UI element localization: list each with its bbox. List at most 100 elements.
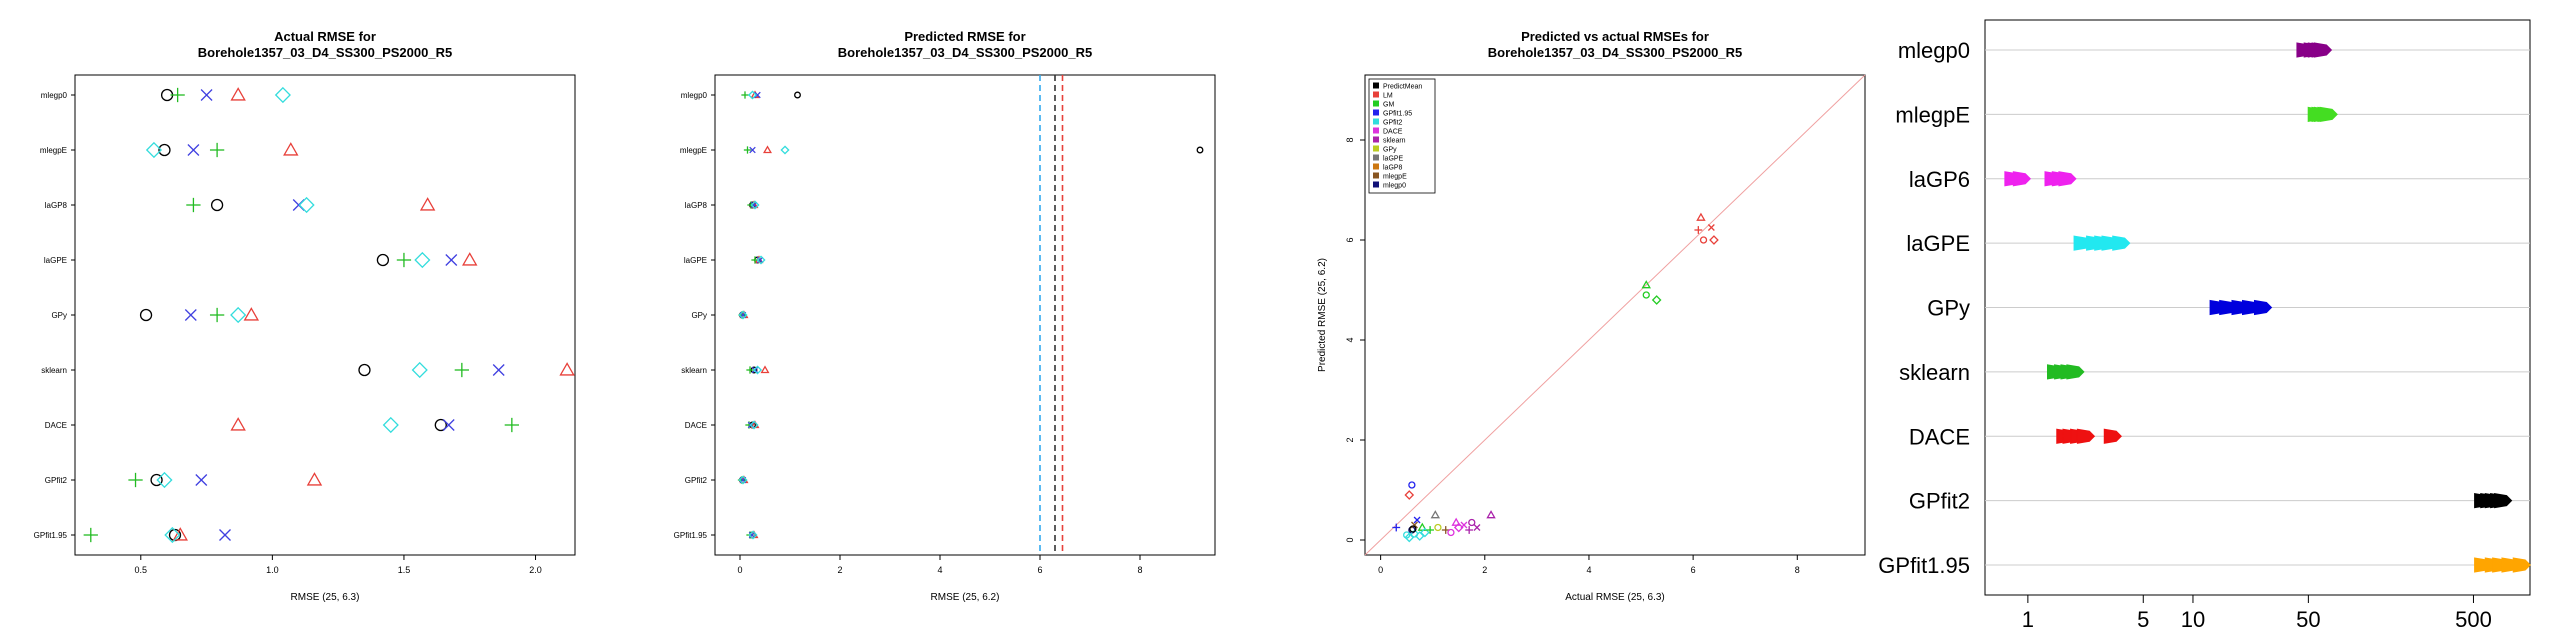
p2-xtick-label: 4 <box>937 565 942 575</box>
p1-point-shape <box>419 197 436 211</box>
p3-xtick-label: 4 <box>1586 565 1591 575</box>
p1-point-shape <box>243 307 260 321</box>
p2-point <box>794 91 801 99</box>
p1-point <box>504 417 519 433</box>
p2-point-shape <box>780 145 790 155</box>
p1-category-label: GPfit1.95 <box>34 531 68 540</box>
p2-title-line1: Predicted RMSE for <box>904 29 1025 44</box>
p1-point <box>209 307 225 323</box>
p3-point <box>1453 522 1464 533</box>
p1-category-label: sklearn <box>41 366 67 375</box>
p3-point <box>1434 523 1442 532</box>
p2-point <box>760 365 770 374</box>
p3-point-shape <box>1696 212 1706 221</box>
p2-point <box>747 90 758 100</box>
p3-legend-swatch <box>1373 91 1379 98</box>
p3-legend-swatch <box>1373 172 1379 179</box>
p3-point-shape <box>1414 531 1425 541</box>
p1-point <box>492 364 505 376</box>
p1-point <box>411 361 428 379</box>
p3-point-shape <box>1453 522 1464 533</box>
p3-xtick-label: 0 <box>1378 565 1383 575</box>
p4-point <box>2512 557 2531 573</box>
p1-point-shape <box>230 306 247 324</box>
p1-point <box>454 362 469 378</box>
p3-point-shape <box>1699 236 1708 244</box>
p2-point <box>751 366 759 374</box>
p3-ytick-label: 4 <box>1345 337 1355 342</box>
p3-point-shape <box>1420 527 1430 538</box>
p1-xlabel: RMSE (25, 6.3) <box>291 592 360 603</box>
p1-point <box>462 252 478 266</box>
p2-point-shape <box>747 90 758 100</box>
p3-point <box>1651 295 1662 305</box>
p1-point-shape <box>230 87 246 101</box>
p2-xlabel: RMSE (25, 6.2) <box>931 592 1000 603</box>
p4-xtick-label: 1 <box>2022 607 2034 632</box>
p2-point-b <box>749 146 756 154</box>
p1-point-shape <box>462 252 478 266</box>
p1-point-b <box>442 419 455 431</box>
p1-point-shape <box>376 253 390 267</box>
p1-point <box>83 527 98 543</box>
p1-point <box>200 89 213 101</box>
p3-legend-label: GPfit1.95 <box>1383 111 1412 118</box>
p1-point-shape <box>298 196 315 214</box>
p1-point-shape <box>158 143 171 157</box>
p3-legend-swatch <box>1373 100 1379 107</box>
p3-xtick-label: 8 <box>1795 565 1800 575</box>
p2-point <box>738 310 748 320</box>
p1-point-shape <box>150 473 163 487</box>
p1-point-shape <box>283 142 299 156</box>
p1-point <box>128 472 143 488</box>
p3-xtick-label: 2 <box>1482 565 1487 575</box>
p3-point-shape <box>1408 481 1416 489</box>
p1-point <box>243 307 260 321</box>
p2-point <box>749 146 756 154</box>
p1-point <box>283 142 299 156</box>
p3-point-b <box>1707 224 1715 231</box>
p4-category-label: GPfit1.95 <box>1878 553 1970 578</box>
p1-point-b <box>200 89 213 101</box>
p1-point-shape <box>145 141 163 159</box>
p1-xtick-label: 1.5 <box>398 565 411 575</box>
p1-point-b <box>184 309 197 321</box>
p1-point-shape <box>414 251 431 269</box>
p3-ytick-label: 0 <box>1345 537 1355 542</box>
p3-legend-label: mlegpE <box>1383 174 1407 181</box>
p1-point <box>170 87 185 103</box>
p3-point <box>1411 521 1418 529</box>
p1-point-shape <box>172 527 188 541</box>
p2-point <box>780 145 790 155</box>
p4-xtick-label: 10 <box>2181 607 2205 632</box>
p1-category-label: GPy <box>51 311 67 320</box>
p3-legend-swatch <box>1373 163 1379 170</box>
p1-point-shape <box>306 472 323 486</box>
p4-category-label: GPfit2 <box>1909 489 1970 514</box>
p2-point-shape <box>1196 146 1204 154</box>
p2-point-shape <box>760 365 770 374</box>
p3-legend-label: DACE <box>1383 129 1403 136</box>
p1-point <box>559 362 575 376</box>
p3-point-shape <box>1404 490 1415 500</box>
p1-title-line2: Borehole1357_03_D4_SS300_PS2000_R5 <box>198 45 452 60</box>
p1-point <box>230 306 247 324</box>
p2-category-label: GPfit1.95 <box>674 531 708 540</box>
p2-category-label: mlegp0 <box>681 91 708 100</box>
p1-point <box>376 253 390 267</box>
p1-point-b <box>187 144 200 156</box>
p3-legend-label: GPfit2 <box>1383 120 1403 127</box>
p1-point-shape <box>164 526 181 544</box>
p1-point <box>219 529 231 541</box>
p3-point-shape <box>1430 510 1441 519</box>
p2-point <box>746 366 754 374</box>
p1-point-shape <box>382 416 399 434</box>
p2-point <box>743 146 752 154</box>
p3-point-shape <box>1641 280 1651 289</box>
p1-point-shape <box>358 363 371 377</box>
p1-point <box>139 308 153 322</box>
p3-point <box>1642 291 1650 299</box>
p2-point-shape <box>748 530 758 540</box>
p3-frame <box>1364 74 1866 556</box>
p3-legend-swatch <box>1373 136 1379 143</box>
